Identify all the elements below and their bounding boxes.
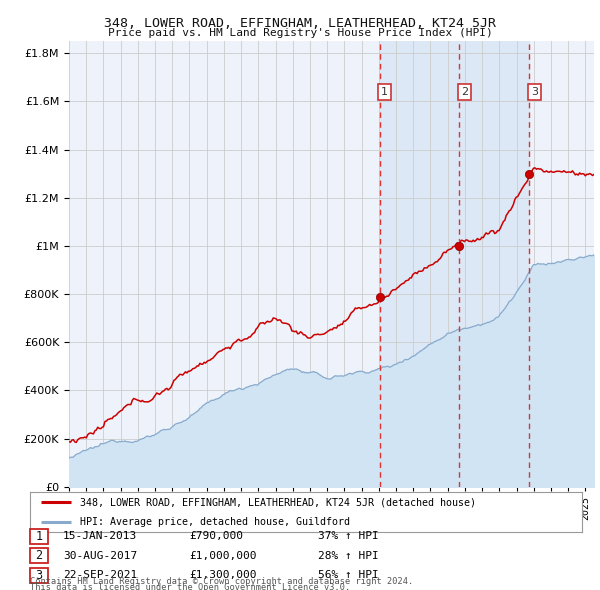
Text: 56% ↑ HPI: 56% ↑ HPI	[318, 571, 379, 580]
Text: HPI: Average price, detached house, Guildford: HPI: Average price, detached house, Guil…	[80, 517, 350, 527]
Text: 2: 2	[35, 549, 43, 562]
Text: 1: 1	[381, 87, 388, 97]
Text: 37% ↑ HPI: 37% ↑ HPI	[318, 532, 379, 541]
Text: 2: 2	[461, 87, 468, 97]
Text: 3: 3	[35, 569, 43, 582]
Text: £790,000: £790,000	[189, 532, 243, 541]
Text: 28% ↑ HPI: 28% ↑ HPI	[318, 551, 379, 560]
Text: This data is licensed under the Open Government Licence v3.0.: This data is licensed under the Open Gov…	[30, 583, 350, 590]
Text: £1,300,000: £1,300,000	[189, 571, 257, 580]
Text: 3: 3	[531, 87, 538, 97]
Text: 348, LOWER ROAD, EFFINGHAM, LEATHERHEAD, KT24 5JR: 348, LOWER ROAD, EFFINGHAM, LEATHERHEAD,…	[104, 17, 496, 30]
Text: 15-JAN-2013: 15-JAN-2013	[63, 532, 137, 541]
Text: 1: 1	[35, 530, 43, 543]
Text: 30-AUG-2017: 30-AUG-2017	[63, 551, 137, 560]
Text: Contains HM Land Registry data © Crown copyright and database right 2024.: Contains HM Land Registry data © Crown c…	[30, 577, 413, 586]
Text: Price paid vs. HM Land Registry's House Price Index (HPI): Price paid vs. HM Land Registry's House …	[107, 28, 493, 38]
Text: 348, LOWER ROAD, EFFINGHAM, LEATHERHEAD, KT24 5JR (detached house): 348, LOWER ROAD, EFFINGHAM, LEATHERHEAD,…	[80, 497, 476, 507]
Text: 22-SEP-2021: 22-SEP-2021	[63, 571, 137, 580]
Bar	[380, 41, 529, 487]
Text: £1,000,000: £1,000,000	[189, 551, 257, 560]
